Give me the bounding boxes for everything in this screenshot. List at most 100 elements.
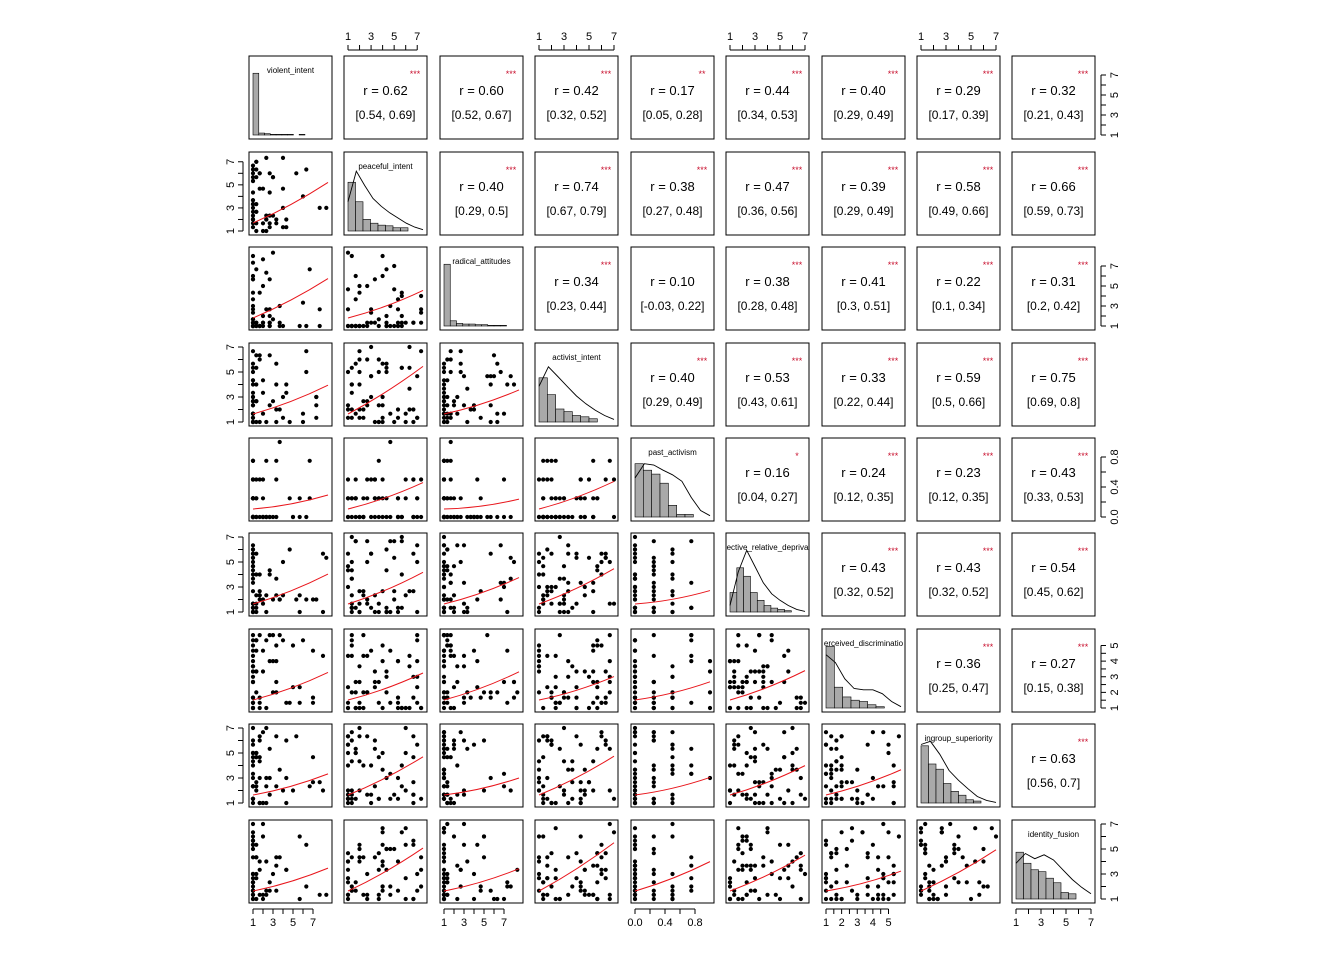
scatter-point (250, 213, 256, 218)
scatter-point (254, 353, 259, 358)
scatter-point (471, 407, 477, 412)
scatter-point (250, 796, 256, 801)
scatter-point (376, 892, 381, 897)
scatter-point (670, 834, 675, 839)
scatter-point (582, 496, 587, 501)
confidence-interval: [0.5, 0.66] (932, 395, 985, 409)
scatter-point (732, 738, 737, 743)
scatter-point (798, 792, 803, 797)
confidence-interval: [0.27, 0.48] (642, 204, 702, 218)
scatter-point (349, 609, 354, 615)
scatter-point (257, 171, 262, 176)
scatter-point (458, 730, 463, 735)
scatter-point (582, 888, 587, 893)
hist-bar (270, 134, 277, 136)
scatter-point (545, 653, 550, 659)
scatter-point (415, 633, 420, 638)
scatter-point (250, 317, 256, 322)
scatter-point (566, 695, 571, 700)
scatter-point (380, 884, 385, 889)
scatter-point (582, 892, 587, 897)
scatter-point (345, 514, 351, 520)
top-axis-5-tick-label: 7 (802, 31, 808, 43)
scatter-point (395, 323, 401, 329)
confidence-interval: [0.49, 0.66] (928, 204, 988, 218)
scatter-point (632, 730, 638, 735)
density-line (825, 654, 902, 708)
scatter-point (250, 880, 256, 885)
significance-stars: *** (601, 69, 612, 79)
scatter-point (445, 547, 450, 552)
scatter-point (445, 357, 450, 362)
scatter-point (392, 555, 397, 560)
hist-bar (264, 133, 271, 136)
scatter-point (345, 685, 351, 690)
scatter-point (632, 679, 638, 685)
scatter-point (254, 320, 259, 325)
scatter-point (782, 867, 787, 872)
scatter-point (407, 386, 412, 391)
scatter-point (603, 555, 608, 560)
confidence-interval: [0.23, 0.44] (546, 299, 606, 313)
scatter-point (566, 892, 571, 897)
scatter-point (748, 796, 753, 801)
scatter-point (294, 734, 299, 739)
scatter-point (369, 648, 374, 653)
fit-line (347, 571, 424, 605)
scatter-point (855, 892, 860, 897)
scatter-point (670, 800, 675, 806)
scatter-point (290, 788, 296, 793)
panel-frame-3-8 (1011, 342, 1096, 427)
scatter-point (380, 394, 385, 400)
hist-bar (834, 686, 843, 709)
scatter-point (451, 746, 457, 751)
scatter-point (651, 834, 656, 839)
scatter-point (349, 576, 354, 581)
scatter-point (591, 589, 596, 594)
scatter-point (632, 555, 638, 560)
scatter-point (566, 800, 571, 806)
scatter-point (277, 597, 282, 602)
scatter-point (388, 609, 393, 615)
scatter-point (727, 659, 733, 664)
scatter-point (468, 695, 473, 700)
variable-label-violent_intent: violent_intent (267, 66, 315, 75)
scatter-point (881, 892, 886, 897)
scatter-point (372, 496, 377, 501)
scatter-point (365, 871, 370, 877)
scatter-point (574, 555, 579, 560)
scatter-point (392, 287, 397, 292)
scatter-point (545, 477, 550, 482)
scatter-point (839, 896, 844, 902)
scatter-point (732, 746, 737, 751)
scatter-point (632, 771, 638, 776)
scatter-point (773, 705, 778, 711)
scatter-point (357, 842, 362, 847)
scatter-point (736, 659, 741, 664)
left-axis-7-tick-label: 7 (225, 725, 237, 731)
scatter-point (353, 880, 358, 885)
scatter-point (445, 564, 450, 569)
scatter-point (794, 746, 799, 751)
scatter-point (254, 609, 259, 615)
correlation-value: r = 0.31 (1031, 274, 1075, 289)
scatter-point (541, 784, 546, 789)
scatter-point (250, 320, 256, 325)
scatter-point (744, 643, 749, 648)
panel-frame-0-8 (1011, 55, 1096, 140)
scatter-point (353, 323, 358, 329)
scatter-point (478, 884, 483, 889)
scatter-point (478, 415, 483, 420)
scatter-point (254, 638, 259, 643)
confidence-interval: [0.12, 0.35] (928, 490, 988, 504)
scatter-point (891, 892, 896, 897)
scatter-point (441, 775, 447, 781)
scatter-point (441, 514, 447, 520)
scatter-point (411, 896, 416, 902)
scatter-point (632, 750, 638, 756)
scatter-point (260, 821, 266, 827)
scatter-point (985, 884, 990, 889)
scatter-point (736, 742, 741, 747)
scatter-point (752, 679, 758, 685)
scatter-point (761, 800, 766, 806)
